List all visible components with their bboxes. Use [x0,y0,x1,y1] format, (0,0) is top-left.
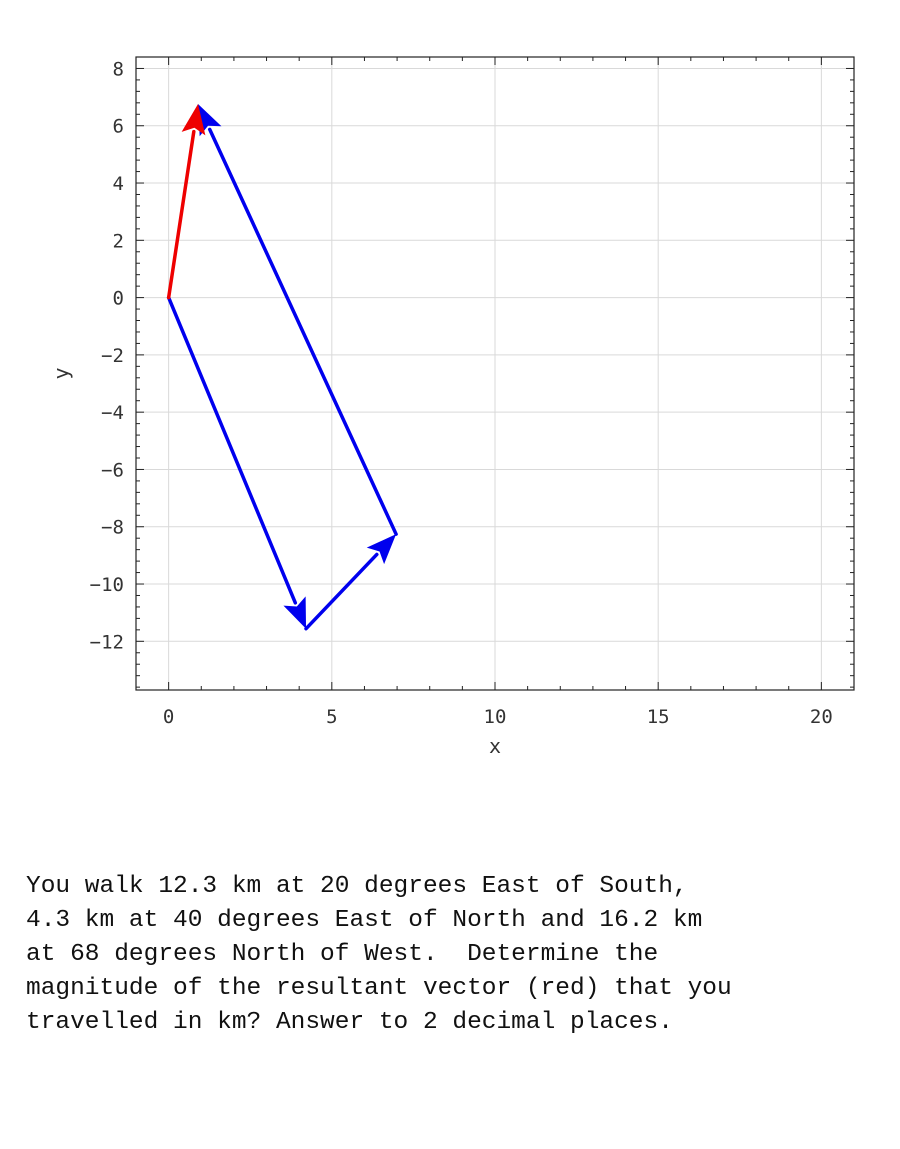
y-tick-label: 2 [113,230,124,252]
displacement-vector-line [166,295,298,605]
y-tick-label: 0 [113,288,124,310]
x-tick-label: 5 [326,706,337,728]
displacement-vector-line [304,552,379,631]
y-tick-label: −6 [101,459,124,481]
problem-line: You walk 12.3 km at 20 degrees East of S… [26,873,688,900]
resultant-vector-arrowhead [181,103,206,136]
x-axis-label: x [489,734,501,758]
x-tick-label: 15 [647,706,670,728]
y-tick-label: 4 [113,173,124,195]
problem-line: 4.3 km at 40 degrees East of North and 1… [26,907,703,934]
problem-statement: You walk 12.3 km at 20 degrees East of S… [26,870,886,1040]
displacement-vector-arrowhead [366,534,397,565]
y-tick-label: 6 [113,116,124,138]
grid [136,57,854,690]
y-tick-label: −12 [90,631,124,653]
problem-line: at 68 degrees North of West. Determine t… [26,941,659,968]
displacement-vector-line [207,127,398,536]
displacement-vector-arrowhead [198,103,222,137]
x-tick-label: 0 [163,706,174,728]
problem-line: magnitude of the resultant vector (red) … [26,975,732,1002]
y-tick-label: −4 [101,402,124,424]
x-tick-label: 20 [810,706,833,728]
y-tick-label: 8 [113,58,124,80]
y-axis-label: y [49,367,73,379]
y-tick-label: −8 [101,517,124,539]
displacement-vector-arrowhead [283,596,307,629]
y-tick-label: −2 [101,345,124,367]
vector-series [166,103,398,631]
resultant-vector-line [166,129,196,300]
problem-line: travelled in km? Answer to 2 decimal pla… [26,1009,673,1036]
x-tick-label: 10 [484,706,507,728]
y-tick-label: −10 [90,574,124,596]
